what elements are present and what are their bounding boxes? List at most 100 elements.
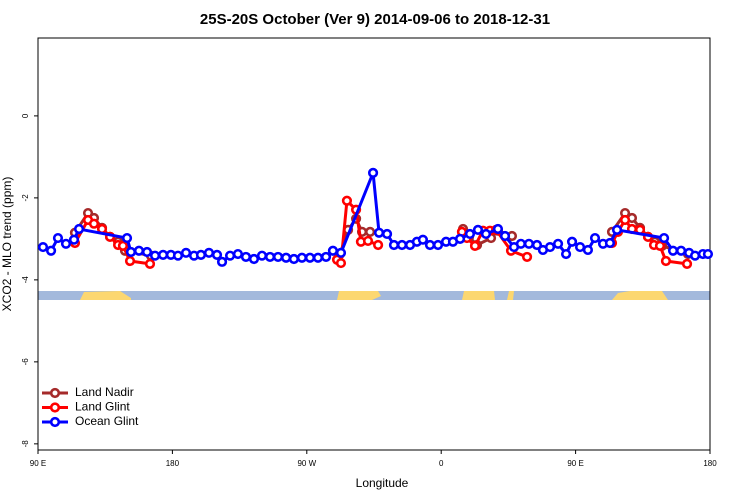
- point: [144, 258, 156, 269]
- point: [417, 234, 429, 245]
- point: [362, 235, 374, 247]
- point: [256, 250, 268, 261]
- point: [396, 239, 408, 251]
- point: [172, 250, 184, 261]
- point: [424, 239, 436, 251]
- point: [211, 249, 223, 260]
- point: [117, 240, 129, 251]
- point: [45, 245, 57, 256]
- legend-label: Land Nadir: [75, 385, 134, 399]
- point: [566, 236, 578, 247]
- point: [68, 234, 80, 245]
- point: [667, 245, 679, 256]
- point: [589, 232, 601, 244]
- y-tick-label: 0: [21, 113, 30, 118]
- point: [157, 249, 169, 260]
- point: [702, 248, 714, 260]
- land-patch: [337, 291, 381, 300]
- point: [560, 248, 572, 260]
- point: [312, 252, 324, 263]
- point: [499, 230, 511, 242]
- point: [335, 247, 347, 258]
- point: [582, 244, 594, 256]
- point: [675, 245, 687, 256]
- point: [492, 223, 504, 235]
- point: [373, 239, 384, 251]
- point: [373, 227, 385, 238]
- point: [296, 252, 308, 263]
- y-axis-label: XCO2 - MLO trend (ppm): [0, 177, 14, 312]
- point: [264, 251, 276, 263]
- legend-marker: [49, 416, 61, 428]
- point: [469, 240, 481, 251]
- point: [689, 250, 701, 261]
- legend-label: Ocean Glint: [75, 414, 139, 428]
- x-tick-label: 0: [439, 459, 444, 468]
- land-patch: [80, 291, 131, 300]
- point: [464, 228, 476, 240]
- x-tick-label: 180: [166, 459, 180, 468]
- point: [364, 226, 376, 238]
- point: [240, 251, 252, 263]
- x-tick-label: 90 E: [30, 459, 46, 468]
- point: [523, 238, 535, 249]
- land-patch: [462, 291, 495, 300]
- point: [180, 247, 192, 258]
- point: [521, 251, 533, 263]
- point: [611, 224, 623, 235]
- point: [272, 251, 284, 263]
- point: [327, 245, 339, 256]
- point: [88, 218, 100, 229]
- point: [335, 257, 347, 269]
- point: [515, 238, 527, 249]
- y-tick-label: -2: [21, 194, 30, 202]
- point: [681, 258, 693, 269]
- point: [388, 239, 400, 251]
- point: [660, 255, 672, 267]
- series: [37, 167, 714, 267]
- point: [60, 238, 72, 249]
- point: [544, 241, 556, 253]
- point: [432, 239, 444, 251]
- point: [73, 223, 85, 235]
- x-axis-label: Longitude: [356, 476, 409, 490]
- point: [141, 246, 153, 258]
- point: [224, 250, 236, 261]
- legend-marker: [49, 402, 61, 413]
- point: [367, 167, 379, 178]
- point: [341, 195, 353, 206]
- point: [121, 232, 133, 244]
- y-tick-label: -4: [21, 276, 30, 284]
- point: [604, 237, 616, 249]
- point: [133, 245, 145, 256]
- point: [125, 246, 137, 258]
- point: [124, 255, 136, 267]
- point: [381, 228, 393, 240]
- point: [203, 247, 215, 258]
- point: [216, 256, 228, 267]
- x-tick-label: 90 E: [567, 459, 583, 468]
- point: [552, 238, 564, 249]
- point: [195, 249, 207, 260]
- legend-label: Land Glint: [75, 400, 130, 414]
- point: [304, 252, 316, 263]
- x-tick-label: 180: [703, 459, 717, 468]
- chart-title: 25S-20S October (Ver 9) 2014-09-06 to 20…: [200, 11, 550, 28]
- point: [288, 253, 300, 265]
- point: [480, 228, 492, 240]
- legend-marker: [49, 387, 61, 399]
- point: [149, 250, 161, 261]
- point: [454, 233, 466, 244]
- y-tick-label: -6: [21, 358, 30, 366]
- land-mask: [38, 291, 710, 300]
- point: [574, 241, 586, 253]
- point: [280, 252, 292, 263]
- y-tick-label: -8: [21, 440, 30, 448]
- land-patch: [507, 291, 514, 300]
- x-tick-label: 90 W: [297, 459, 316, 468]
- point: [248, 253, 260, 265]
- point: [37, 241, 49, 253]
- point: [654, 240, 666, 251]
- plot-frame: [37, 37, 711, 451]
